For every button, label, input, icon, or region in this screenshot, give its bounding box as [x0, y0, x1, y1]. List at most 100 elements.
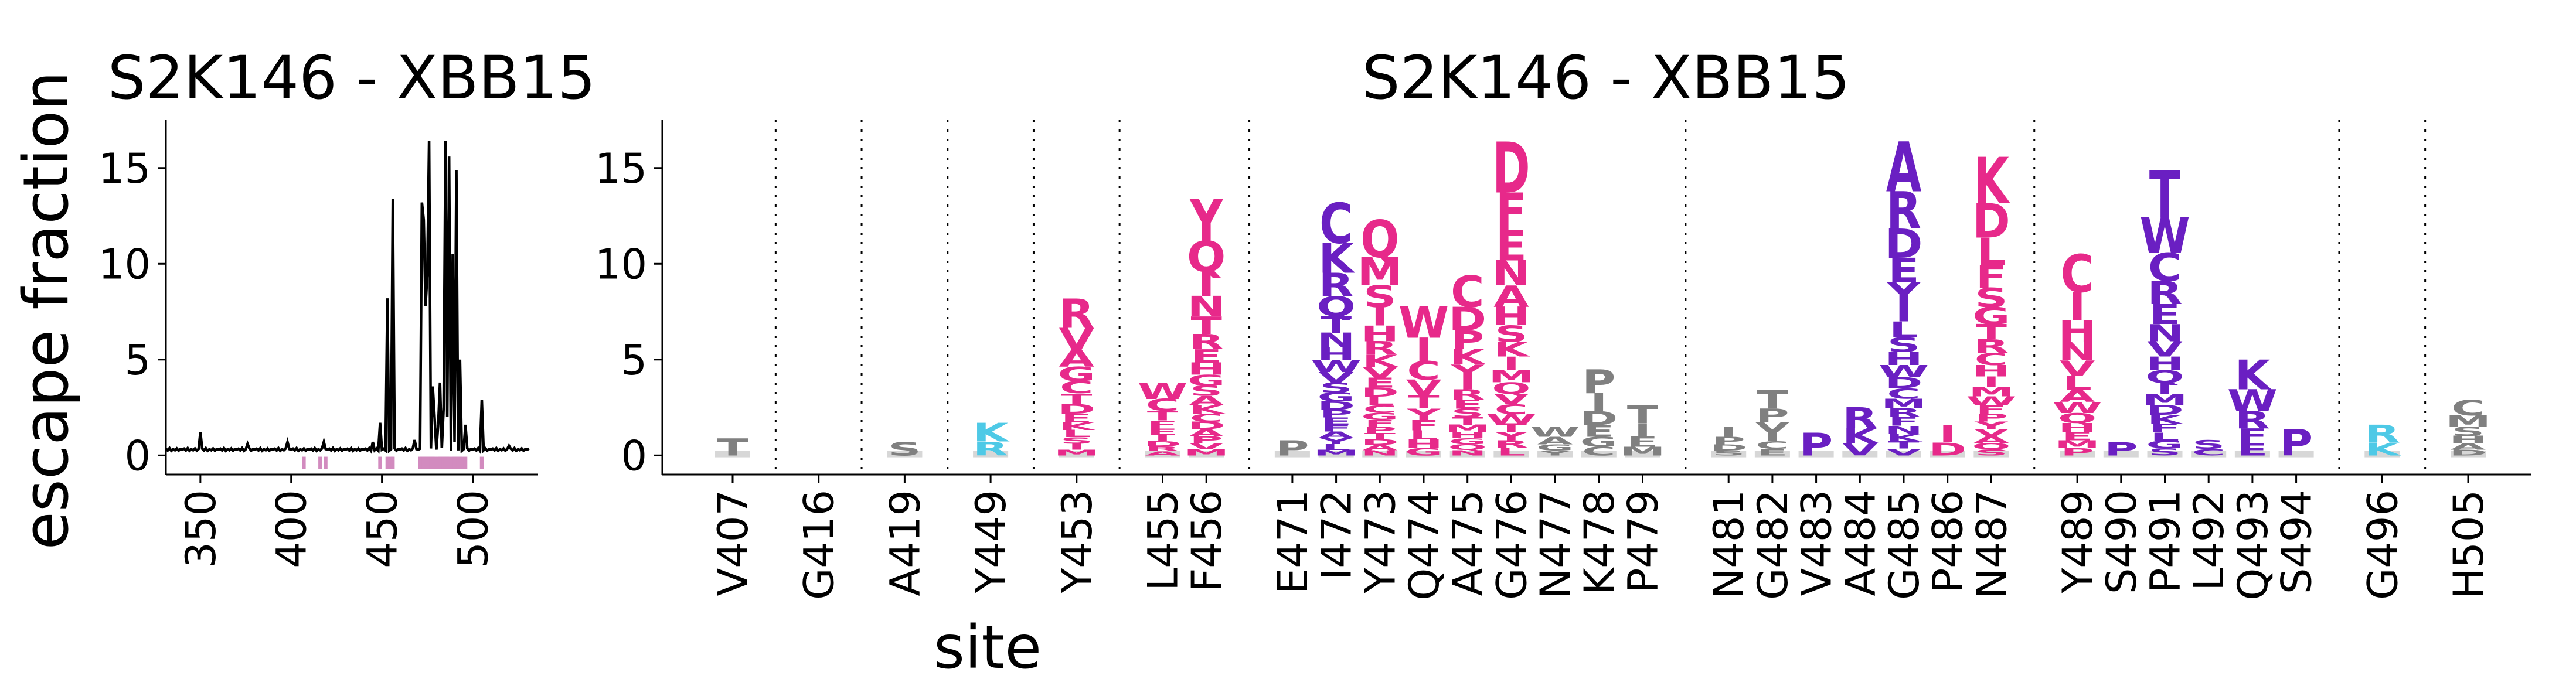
line-plot-title: S2K146 - XBB15 — [108, 43, 596, 113]
logo-letter: Q — [1972, 441, 2010, 451]
logo-letter: V — [1755, 419, 1791, 436]
logo-letter: R — [1886, 182, 1921, 241]
logo-letter: I — [1895, 298, 1912, 327]
logo-letter: T — [1364, 432, 1396, 441]
logo-letter: R — [2364, 420, 2400, 448]
logo-letter: Y — [1887, 277, 1921, 310]
x-tick-label: N487 — [1968, 490, 2016, 599]
logo-letter: E — [2149, 299, 2180, 330]
logo-letter: H — [2449, 434, 2487, 446]
logo-letter: L — [1322, 442, 1351, 452]
logo-minor-letters — [1625, 451, 1660, 458]
logo-letter: M — [1445, 423, 1491, 434]
x-tick-label: 400 — [268, 490, 316, 568]
logo-letter: V — [1886, 447, 1922, 458]
logo-letter: E — [1627, 434, 1658, 451]
logo-letter: D — [2146, 402, 2184, 418]
logo-letter: D — [1492, 127, 1530, 209]
highlighted-site-mark — [385, 456, 390, 469]
y-tick-label: 5 — [621, 336, 647, 384]
logo-letter: R — [1493, 438, 1529, 451]
logo-letter: C — [1190, 412, 1223, 425]
logo-letter: F — [1888, 415, 1919, 429]
logo-letter: S — [1975, 448, 2007, 458]
logo-letter: T — [2149, 157, 2181, 233]
logo-letter: E — [1496, 222, 1527, 270]
logo-letter: S — [1060, 435, 1093, 446]
logo-letter: K — [1318, 235, 1355, 282]
highlighted-site-mark — [479, 456, 484, 469]
logo-letter: F — [2237, 425, 2268, 448]
logo-letter: V — [2060, 356, 2095, 381]
logo-letter: D — [1928, 439, 1966, 460]
logo-minor-letters — [1537, 451, 1573, 458]
x-tick-label: Y489 — [2054, 490, 2102, 593]
logo-letter: K — [2235, 352, 2272, 399]
logo-letter: V — [1493, 391, 1529, 408]
logo-letter: C — [1975, 349, 2008, 369]
logo-letter: A — [1362, 443, 1397, 452]
y-tick-label: 15 — [595, 145, 647, 193]
logo-minor-letters — [887, 451, 923, 458]
logo-letter: E — [1452, 397, 1483, 412]
logo-letter: I — [1983, 374, 2000, 390]
logo-letter: A — [1537, 435, 1573, 447]
x-tick-label: 350 — [177, 490, 225, 568]
logo-letter: C — [1060, 378, 1093, 398]
logo-letter: I — [2156, 380, 2173, 398]
logo-letter: N — [2146, 319, 2184, 347]
logo-letter: S — [1190, 383, 1223, 399]
logo-letter: G — [1972, 303, 2010, 330]
x-tick-label: F456 — [1183, 490, 1231, 592]
logo-letter: K — [973, 418, 1010, 448]
logo-letter: I — [1590, 388, 1607, 417]
logo-minor-letters — [1493, 451, 1529, 458]
logo-letter: T — [1191, 312, 1223, 340]
logo-letter: H — [1448, 430, 1486, 441]
logo-letter: E — [1583, 422, 1614, 441]
highlighted-site-mark — [378, 456, 382, 469]
x-tick-label: V483 — [1793, 490, 1841, 596]
logo-letter: D — [1361, 385, 1399, 400]
logo-letter: E — [1191, 346, 1222, 367]
logo-letter: R — [1319, 266, 1354, 304]
x-tick-label: A484 — [1836, 490, 1884, 596]
logo-minor-letters — [973, 451, 1009, 458]
logo-letter: K — [2364, 439, 2401, 460]
logo-letter: L — [2063, 373, 2092, 394]
logo-minor-letters — [1449, 451, 1485, 458]
logo-stack: RK — [2364, 420, 2401, 460]
logo-letter: I — [1372, 302, 1389, 332]
logo-minor-letters — [2191, 451, 2227, 458]
logo-minor-letters — [2451, 451, 2486, 458]
logo-letter: Q — [1492, 380, 1530, 398]
logo-letter: Y — [1319, 436, 1354, 446]
logo-letter: Y — [1974, 420, 2009, 432]
logo-letter: D — [1144, 440, 1182, 448]
logo-minor-letters — [2278, 451, 2314, 458]
logo-letter: L — [1889, 317, 1918, 343]
y-tick-label: 10 — [595, 240, 647, 288]
logo-minor-letters — [1581, 451, 1617, 458]
logo-letter: D — [1972, 193, 2010, 249]
highlighted-site-mark — [433, 456, 437, 469]
logo-letter: K — [1842, 424, 1879, 448]
logo-letter: H — [1317, 344, 1355, 364]
logo-letter: R — [1973, 336, 2009, 358]
logo-letter: E — [1061, 411, 1092, 425]
logo-letter: P — [1975, 412, 2008, 425]
logo-letter: W — [1966, 394, 2016, 408]
logo-letter: N — [1187, 291, 1226, 323]
logo-letter: Y — [1406, 405, 1441, 424]
x-tick-label: P491 — [2142, 490, 2190, 593]
logo-letter: V — [1318, 369, 1354, 386]
logo-letter: M — [2054, 438, 2100, 451]
logo-letter: T — [1888, 439, 1920, 451]
logo-letter: L — [1977, 230, 2006, 274]
